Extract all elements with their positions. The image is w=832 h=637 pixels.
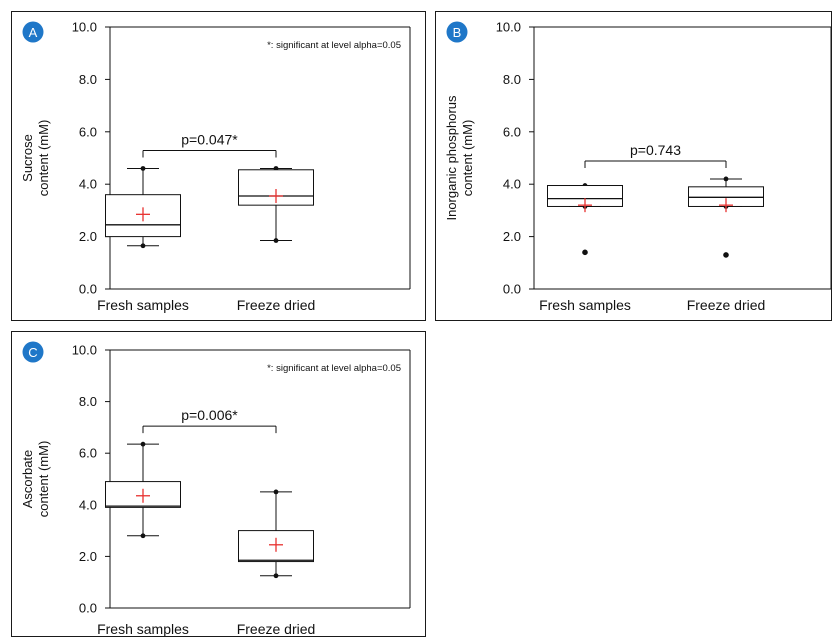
panel-badge xyxy=(446,21,468,43)
p-value-label: p=0.047* xyxy=(181,131,238,147)
y-axis-label: content (mM) xyxy=(36,441,51,518)
max-point xyxy=(273,489,279,495)
p-value-label: p=0.743 xyxy=(630,142,681,158)
significance-note: *: significant at level alpha=0.05 xyxy=(267,40,401,51)
y-tick-label: 0.0 xyxy=(503,282,521,297)
panel-badge xyxy=(22,341,44,363)
y-tick-label: 4.0 xyxy=(79,497,97,512)
significance-note: *: significant at level alpha=0.05 xyxy=(267,363,401,374)
min-point xyxy=(140,243,146,249)
y-tick-label: 4.0 xyxy=(79,177,97,192)
chart-panel-a: A 0.0 2.0 4.0 6.0 8.0 10.0 Sucrose content (mM) F… xyxy=(11,11,426,321)
y-axis-label: Sucrose xyxy=(20,134,35,182)
y-tick-label: 8.0 xyxy=(79,72,97,87)
outlier-point xyxy=(582,249,588,256)
outlier-point xyxy=(723,252,729,258)
y-tick-label: 4.0 xyxy=(503,177,521,192)
panel-letter: B xyxy=(453,25,462,40)
max-point xyxy=(723,176,729,182)
min-point xyxy=(273,573,279,579)
y-axis-label: Inorganic phosphorus xyxy=(444,95,459,221)
x-tick-label: Freeze dried xyxy=(237,621,316,636)
y-tick-label: 0.0 xyxy=(79,601,97,616)
x-tick-label: Freeze dried xyxy=(687,297,766,313)
chart-a: A 0.0 2.0 4.0 6.0 8.0 10.0 Sucrose content (mM) F… xyxy=(20,20,411,313)
panel-letter: A xyxy=(29,25,38,40)
min-point xyxy=(140,533,146,539)
y-axis-label: content (mM) xyxy=(36,120,51,197)
max-point xyxy=(140,166,146,171)
y-tick-label: 10.0 xyxy=(72,343,97,358)
y-tick-label: 2.0 xyxy=(79,549,97,564)
panel-letter: C xyxy=(28,345,37,360)
x-tick-label: Fresh samples xyxy=(97,297,189,313)
chart-b: B 0.0 2.0 4.0 6.0 8.0 10.0 Inorganic phosphorus… xyxy=(444,20,831,313)
y-tick-label: 6.0 xyxy=(79,124,97,139)
y-axis-label: content (mM) xyxy=(460,120,475,197)
max-point xyxy=(140,441,146,447)
x-tick-label: Fresh samples xyxy=(97,621,189,636)
y-tick-label: 2.0 xyxy=(503,229,521,244)
y-tick-label: 10.0 xyxy=(496,20,521,35)
min-point xyxy=(273,238,279,243)
y-axis-label: Ascorbate xyxy=(20,450,35,509)
panel-badge xyxy=(22,21,44,43)
y-tick-label: 2.0 xyxy=(79,229,97,244)
y-tick-label: 6.0 xyxy=(79,446,97,461)
chart-panel-b: B 0.0 2.0 4.0 6.0 8.0 10.0 Inorganic phosphorus… xyxy=(435,11,832,321)
y-tick-label: 10.0 xyxy=(72,20,97,35)
y-tick-label: 8.0 xyxy=(79,394,97,409)
y-tick-label: 8.0 xyxy=(503,72,521,87)
x-tick-label: Freeze dried xyxy=(237,297,316,313)
y-tick-label: 0.0 xyxy=(79,282,97,297)
x-tick-label: Fresh samples xyxy=(539,297,631,313)
y-tick-label: 6.0 xyxy=(503,124,521,139)
p-value-label: p=0.006* xyxy=(181,407,238,423)
chart-panel-c: C 0.0 2.0 4.0 6.0 8.0 10.0 Ascorbate content (mM… xyxy=(11,331,426,637)
chart-c: C 0.0 2.0 4.0 6.0 8.0 10.0 Ascorbate content (mM… xyxy=(20,341,411,636)
